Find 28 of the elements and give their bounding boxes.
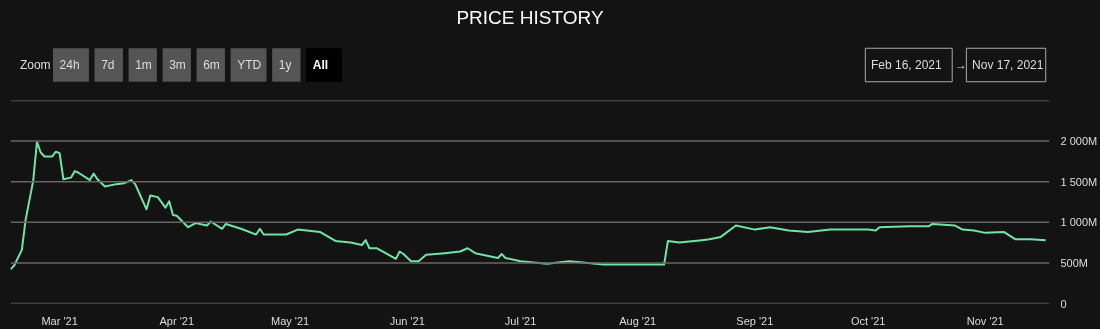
- text: 7d: [101, 58, 115, 72]
- y-tick-label: 500M: [1060, 256, 1089, 269]
- x-tick-label: Sep '21: [736, 314, 774, 327]
- x-tick-label: Aug '21: [619, 314, 657, 327]
- y-tick-label: 1 000M: [1060, 216, 1098, 229]
- x-tick-label: Jun '21: [389, 314, 425, 327]
- x-tick-label: Nov '21: [966, 314, 1004, 327]
- x-tick-label: Apr '21: [159, 314, 194, 327]
- text: 24h: [59, 58, 80, 72]
- x-tick-label: Jul '21: [504, 314, 537, 327]
- x-tick-label: Oct '21: [850, 314, 886, 327]
- text: YTD: [237, 58, 262, 72]
- text: Zoom: [19, 58, 51, 72]
- text: 3m: [169, 58, 186, 72]
- chart-title: PRICE HISTORY: [456, 6, 604, 28]
- y-tick-label: 2 000M: [1060, 135, 1098, 148]
- text: 1m: [135, 58, 152, 72]
- text: Nov 17, 2021: [972, 58, 1044, 72]
- text: 1y: [278, 58, 292, 72]
- text: All: [312, 58, 329, 72]
- y-tick-label: 1 500M: [1060, 175, 1098, 188]
- y-tick-label: 0: [1060, 297, 1067, 310]
- x-tick-label: May '21: [271, 314, 310, 327]
- text: →: [955, 58, 968, 72]
- text: 6m: [203, 58, 220, 72]
- x-tick-label: Mar '21: [41, 314, 78, 327]
- text: Feb 16, 2021: [870, 58, 943, 72]
- line-series: [10, 140, 1047, 271]
